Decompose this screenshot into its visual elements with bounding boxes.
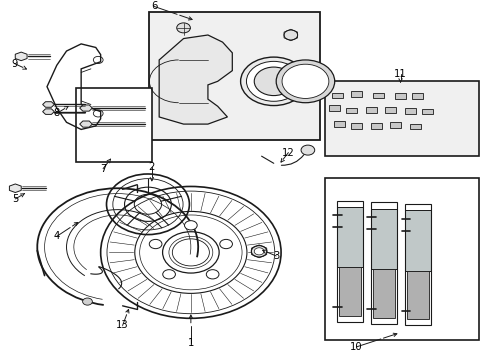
- Circle shape: [284, 30, 297, 40]
- Bar: [336, 201, 362, 322]
- Circle shape: [184, 221, 197, 230]
- Bar: [385, 107, 395, 113]
- Bar: [325, 177, 478, 340]
- Bar: [421, 109, 432, 114]
- Circle shape: [240, 57, 306, 105]
- Text: 3: 3: [272, 251, 279, 261]
- Polygon shape: [9, 184, 21, 193]
- Bar: [336, 207, 362, 267]
- Bar: [372, 93, 383, 98]
- Bar: [331, 93, 342, 98]
- Text: 10: 10: [349, 342, 362, 352]
- Circle shape: [301, 145, 314, 155]
- Polygon shape: [15, 52, 27, 60]
- Circle shape: [82, 298, 92, 305]
- Text: 9: 9: [11, 59, 18, 68]
- Polygon shape: [42, 102, 54, 107]
- Polygon shape: [80, 105, 92, 111]
- Circle shape: [254, 248, 264, 255]
- Bar: [404, 108, 415, 114]
- Bar: [149, 12, 320, 140]
- Circle shape: [282, 64, 328, 98]
- Bar: [350, 123, 361, 129]
- Text: 2: 2: [148, 162, 155, 172]
- Text: 1: 1: [187, 338, 194, 348]
- Bar: [394, 94, 405, 99]
- Circle shape: [163, 270, 175, 279]
- Circle shape: [251, 246, 266, 257]
- Bar: [409, 124, 420, 130]
- Circle shape: [246, 61, 301, 101]
- Circle shape: [276, 60, 334, 103]
- Text: 7: 7: [100, 164, 106, 174]
- Text: 5: 5: [12, 194, 19, 204]
- Polygon shape: [42, 109, 54, 114]
- Bar: [370, 123, 381, 129]
- Bar: [338, 267, 360, 316]
- Circle shape: [219, 239, 232, 249]
- Polygon shape: [159, 35, 232, 124]
- Text: 4: 4: [54, 231, 60, 241]
- Bar: [411, 94, 422, 99]
- Circle shape: [149, 239, 162, 249]
- Bar: [346, 108, 356, 113]
- Circle shape: [254, 67, 293, 96]
- Bar: [405, 210, 430, 271]
- Text: 12: 12: [282, 148, 294, 158]
- Bar: [76, 89, 152, 162]
- Bar: [329, 105, 339, 111]
- Bar: [389, 122, 400, 128]
- Bar: [405, 204, 430, 325]
- Circle shape: [206, 270, 219, 279]
- Text: 8: 8: [54, 108, 60, 118]
- Text: 11: 11: [393, 69, 406, 79]
- Bar: [370, 202, 396, 324]
- Text: 6: 6: [151, 1, 157, 12]
- Bar: [333, 121, 344, 127]
- Bar: [365, 107, 376, 113]
- Bar: [372, 269, 394, 318]
- Polygon shape: [80, 121, 92, 127]
- Text: 13: 13: [116, 320, 129, 330]
- Bar: [370, 208, 396, 269]
- Bar: [350, 91, 361, 96]
- Bar: [407, 271, 428, 319]
- Bar: [325, 81, 478, 156]
- Circle shape: [176, 23, 190, 33]
